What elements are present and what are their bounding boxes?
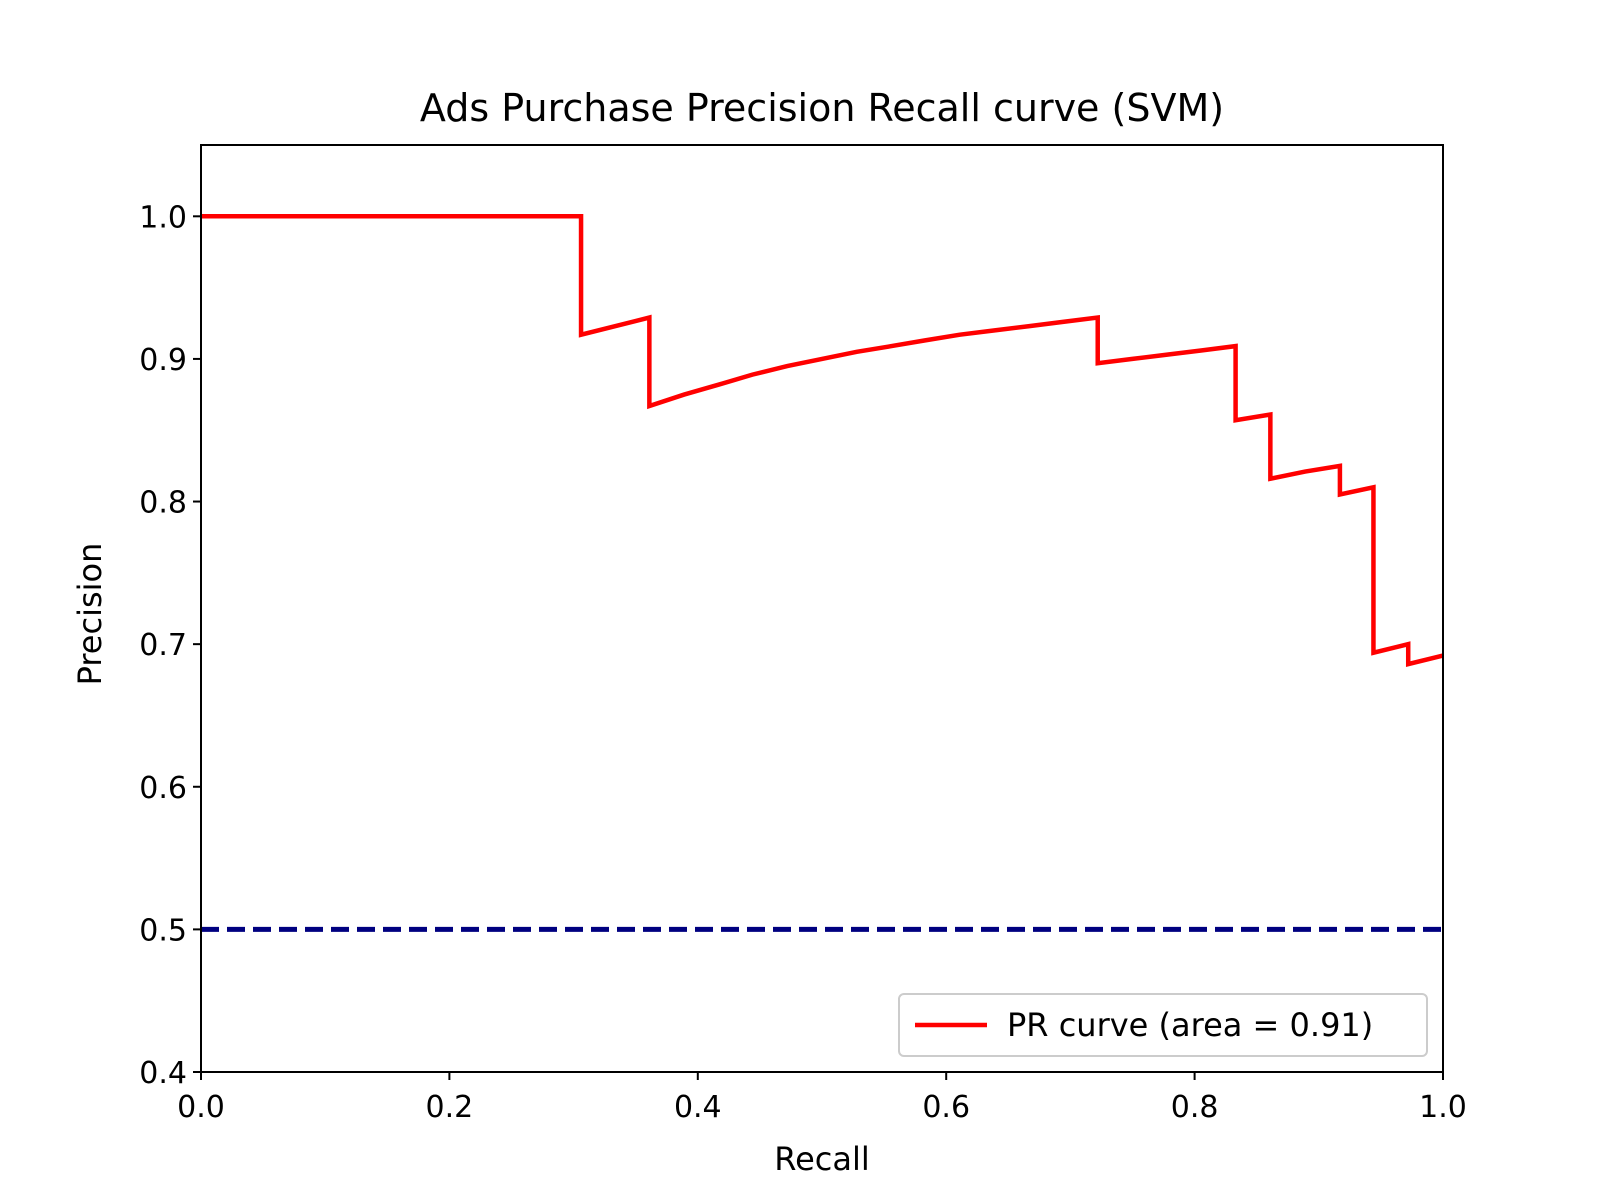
legend-box: [898, 993, 1428, 1057]
x-tick-label: 0.6: [922, 1090, 970, 1125]
y-tick-label: 0.9: [139, 343, 187, 378]
x-tick-label: 0.0: [177, 1090, 225, 1125]
y-tick-label: 0.7: [139, 628, 187, 663]
y-tick-label: 1.0: [139, 200, 187, 235]
pr-curve-line: [201, 214, 1443, 667]
plot-area: [200, 144, 1444, 1073]
chart-title: Ads Purchase Precision Recall curve (SVM…: [420, 86, 1224, 130]
x-tick-label: 1.0: [1419, 1090, 1467, 1125]
x-tick-label: 0.4: [674, 1090, 722, 1125]
y-tick-label: 0.6: [139, 771, 187, 806]
legend: PR curve (area = 0.91): [898, 993, 1428, 1057]
axis-ticks: 0.0 0.2 0.4 0.6 0.8 1.0 0.4 0.5 0.6 0.7 0.8 0.9 1.0: [139, 200, 1467, 1125]
legend-label: PR curve (area = 0.91): [1007, 1006, 1373, 1044]
x-tick-label: 0.8: [1171, 1090, 1219, 1125]
y-tick-label: 0.4: [139, 1056, 187, 1091]
x-axis-title: Recall: [774, 1140, 869, 1178]
axes-frame: [200, 144, 1444, 1073]
x-tick-label: 0.2: [426, 1090, 474, 1125]
y-tick-label: 0.5: [139, 913, 187, 948]
y-axis-title: Precision: [71, 543, 109, 686]
y-tick-label: 0.8: [139, 486, 187, 521]
